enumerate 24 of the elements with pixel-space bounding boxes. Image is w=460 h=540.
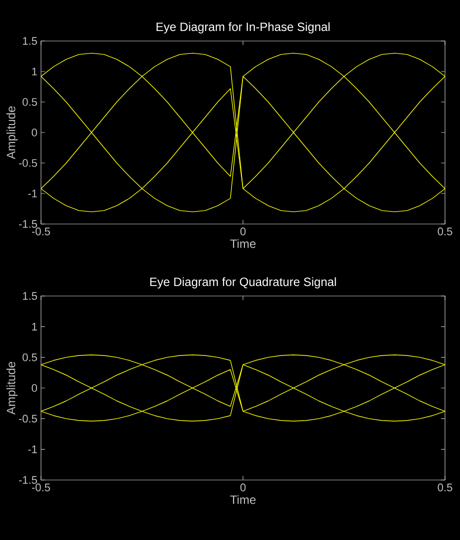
- x-tick-label: 0.5: [438, 484, 452, 492]
- y-tick-label: -1.5: [19, 220, 37, 228]
- y-tick-label: 1.5: [23, 37, 37, 45]
- y-tick-label: -1: [28, 190, 37, 198]
- chart-title: Eye Diagram for In-Phase Signal: [156, 22, 330, 34]
- x-axis-title: Time: [230, 239, 256, 248]
- y-tick-label: -1.5: [19, 476, 37, 484]
- y-tick-label: 1: [32, 68, 37, 76]
- chart-title: Eye Diagram for Quadrature Signal: [150, 277, 336, 288]
- y-tick-label: 0.5: [22, 353, 37, 362]
- y-tick-label: 1: [32, 322, 37, 330]
- x-tick-label: 0: [240, 228, 246, 236]
- y-axis-title: Amplitude: [6, 106, 18, 160]
- y-tick-label: 0: [32, 128, 38, 136]
- y-tick-label: 0: [32, 384, 38, 392]
- x-tick-label: 0: [240, 484, 246, 492]
- x-axis-title: Time: [230, 495, 256, 504]
- y-tick-label: -0.5: [19, 414, 37, 423]
- y-tick-label: -0.5: [19, 159, 37, 167]
- y-tick-label: -1: [28, 446, 37, 454]
- x-tick-label: 0.5: [438, 228, 452, 236]
- y-axis-title: Amplitude: [6, 362, 18, 415]
- y-tick-label: 1.5: [23, 292, 37, 300]
- y-tick-label: 0.5: [22, 98, 37, 106]
